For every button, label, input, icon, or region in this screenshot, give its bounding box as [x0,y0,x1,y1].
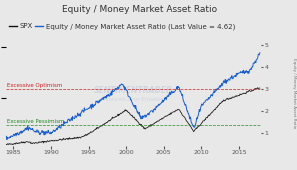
Legend: SPX, Equity / Money Market Asset Ratio (Last Value = 4.62): SPX, Equity / Money Market Asset Ratio (… [6,21,238,33]
Text: Equity / Money Market Asset Ratio: Equity / Money Market Asset Ratio [62,5,217,14]
Text: Excessive Pessimism: Excessive Pessimism [7,119,65,124]
Text: Excessive Optimism: Excessive Optimism [7,83,63,88]
Text: SENTIMENTRADER: SENTIMENTRADER [94,86,173,95]
Text: Analysis over Emotion: Analysis over Emotion [103,97,164,102]
Text: Equity / Money Market Asset Ratio: Equity / Money Market Asset Ratio [292,58,296,129]
